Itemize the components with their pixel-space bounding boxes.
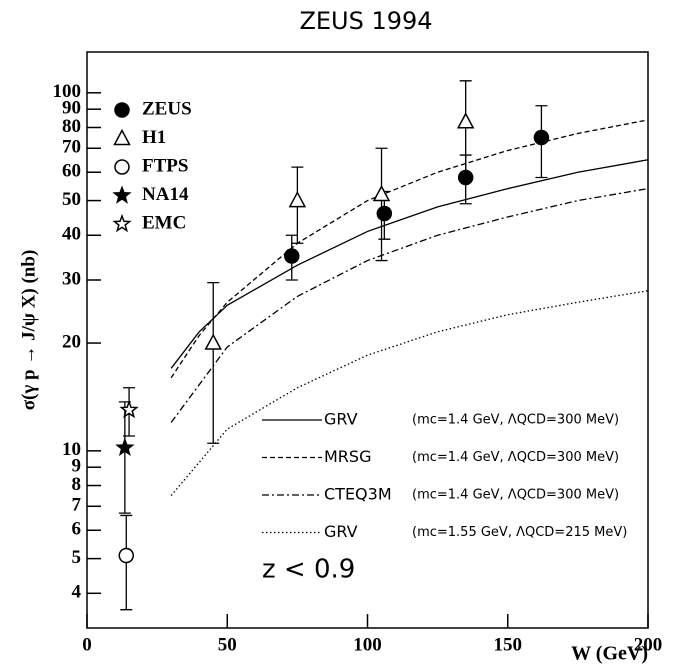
legend-marker xyxy=(112,185,132,204)
marker xyxy=(288,190,307,208)
y-axis-label: σ(γ p → J/ψ X) (nb) xyxy=(18,250,39,411)
y-tick-label: 60 xyxy=(62,161,81,182)
marker xyxy=(119,399,139,419)
y-tick-label: 9 xyxy=(72,456,82,477)
legend-params: (mc=1.55 GeV, ΛQCD=215 MeV) xyxy=(412,525,627,540)
legend-params: (mc=1.4 GeV, ΛQCD=300 MeV) xyxy=(412,413,619,428)
legend-params: (mc=1.4 GeV, ΛQCD=300 MeV) xyxy=(412,450,619,465)
marker xyxy=(533,129,550,146)
y-tick-label: 8 xyxy=(72,474,82,495)
x-tick-label: 0 xyxy=(82,634,92,655)
legend-params: (mc=1.4 GeV, ΛQCD=300 MeV) xyxy=(412,488,619,503)
x-tick-label: 100 xyxy=(353,634,382,655)
legend-label: ZEUS xyxy=(142,98,192,119)
y-tick-label: 80 xyxy=(62,116,81,137)
curve xyxy=(170,187,649,423)
curve xyxy=(170,290,649,496)
x-tick-label: 200 xyxy=(634,634,663,655)
y-tick-label: 20 xyxy=(62,331,81,352)
y-tick-label: 70 xyxy=(62,137,81,158)
marker xyxy=(115,437,135,456)
chart-title: ZEUS 1994 xyxy=(299,7,432,35)
marker xyxy=(204,333,222,350)
legend-marker xyxy=(114,102,130,118)
marker xyxy=(376,205,393,222)
y-tick-label: 40 xyxy=(62,224,81,245)
y-tick-label: 50 xyxy=(62,189,81,210)
legend-label: GRV xyxy=(324,410,358,429)
legend-marker xyxy=(112,213,132,233)
error-bar xyxy=(375,147,388,262)
marker xyxy=(284,248,300,264)
legend-label: MRSG xyxy=(324,447,371,466)
legend-label: GRV xyxy=(324,522,358,541)
y-tick-label: 5 xyxy=(72,547,82,568)
legend-marker xyxy=(113,128,131,146)
curve xyxy=(170,119,649,379)
legend-label: NA14 xyxy=(142,184,189,205)
curve xyxy=(170,159,649,369)
y-tick-label: 90 xyxy=(62,98,81,119)
y-tick-label: 30 xyxy=(62,268,81,289)
legend-marker xyxy=(114,159,130,175)
x-axis-label: W (GeV) xyxy=(571,643,648,665)
marker xyxy=(118,547,135,564)
y-tick-label: 6 xyxy=(72,519,82,540)
y-tick-label: 100 xyxy=(53,81,82,102)
legend-label: EMC xyxy=(142,212,186,233)
y-tick-label: 10 xyxy=(62,439,81,460)
y-tick-label: 4 xyxy=(72,582,82,603)
x-tick-label: 150 xyxy=(494,634,523,655)
error-bar xyxy=(459,80,472,179)
y-tick-label: 7 xyxy=(72,495,82,516)
legend-label: CTEQ3M xyxy=(324,485,392,504)
plot-frame xyxy=(86,51,649,629)
marker xyxy=(372,184,391,202)
x-tick-label: 50 xyxy=(218,634,237,655)
legend-label: FTPS xyxy=(142,155,188,176)
legend-label: H1 xyxy=(142,127,166,148)
annotation: z < 0.9 xyxy=(262,555,355,585)
marker xyxy=(456,112,475,129)
error-bar xyxy=(207,281,220,444)
